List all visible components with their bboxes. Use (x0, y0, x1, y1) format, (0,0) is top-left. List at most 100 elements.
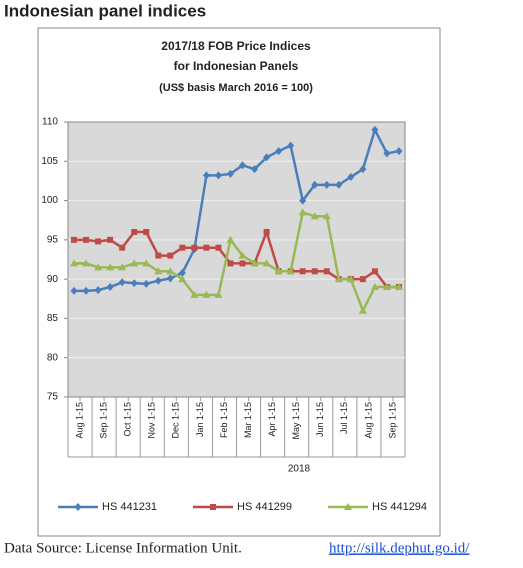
legend-label: HS 441299 (237, 501, 292, 513)
legend-marker (210, 504, 216, 510)
x-tick-label: Dec 1-15 (171, 402, 181, 439)
marker (263, 229, 270, 235)
marker (323, 268, 330, 275)
marker (227, 260, 234, 267)
x-tick-label: Nov 1-15 (147, 402, 157, 439)
marker (382, 283, 391, 290)
marker (190, 290, 199, 298)
marker (154, 276, 162, 285)
marker (287, 141, 295, 150)
marker (154, 267, 163, 275)
marker (143, 229, 150, 235)
marker (299, 268, 306, 275)
marker (167, 252, 174, 259)
page-title: Indonesian panel indices (4, 1, 206, 20)
marker (166, 267, 175, 275)
marker (335, 180, 343, 189)
y-tick-label: 100 (41, 195, 58, 206)
x-tick-label: Feb 1-15 (219, 402, 229, 438)
x-tick-label: Apr 1-15 (267, 402, 277, 437)
marker (83, 236, 90, 243)
chart-title: 2017/18 FOB Price Indices (161, 39, 311, 53)
marker (179, 244, 186, 251)
marker (191, 244, 198, 251)
legend-marker (344, 503, 352, 510)
source-text: Data Source: License Information Unit. (4, 540, 242, 556)
marker (274, 267, 283, 275)
marker (347, 173, 355, 181)
marker (131, 229, 138, 235)
marker (215, 244, 222, 251)
marker (178, 275, 187, 283)
y-tick-label: 110 (42, 117, 58, 128)
marker (203, 244, 210, 251)
marker (95, 238, 102, 245)
marker (346, 275, 355, 283)
marker (107, 236, 114, 243)
x-tick-label: Jun 1-15 (315, 402, 325, 437)
marker (94, 263, 103, 271)
series-line (74, 210, 399, 314)
marker (238, 251, 247, 259)
marker (359, 165, 367, 174)
marker (275, 147, 283, 156)
marker (202, 171, 210, 180)
marker (214, 290, 223, 298)
marker (311, 268, 318, 275)
marker (359, 276, 366, 283)
x-tick-label: Aug 1-15 (74, 402, 84, 439)
y-tick-label: 80 (47, 352, 59, 363)
marker (322, 212, 331, 220)
y-tick-label: 85 (47, 313, 59, 324)
marker (371, 125, 379, 134)
marker (70, 259, 79, 267)
marker (299, 196, 307, 205)
marker (239, 260, 246, 267)
marker (251, 165, 259, 174)
marker (334, 275, 343, 283)
legend-label: HS 441294 (372, 501, 427, 513)
y-tick-label: 105 (41, 156, 58, 167)
source-link[interactable]: http://silk.dephut.go.id/ (329, 540, 470, 556)
marker (118, 263, 127, 271)
marker (178, 268, 186, 277)
marker (298, 208, 307, 216)
x-tick-label: Oct 1-15 (123, 402, 133, 437)
y-tick-label: 75 (47, 392, 59, 403)
marker (214, 171, 222, 180)
y-tick-label: 95 (47, 234, 59, 245)
chart-subtitle: (US$ basis March 2016 = 100) (159, 82, 313, 94)
x-tick-label: Sep 1-15 (387, 402, 397, 439)
series-line (74, 126, 400, 293)
marker (323, 180, 331, 189)
marker (250, 259, 259, 267)
marker (155, 252, 162, 259)
marker (94, 286, 102, 295)
marker (118, 278, 126, 287)
marker (263, 153, 271, 162)
chart-title: for Indonesian Panels (174, 59, 299, 73)
marker (395, 147, 403, 156)
marker (370, 283, 379, 290)
legend-marker (74, 503, 82, 511)
marker (142, 259, 151, 267)
x-tick-label: Jul 1-15 (339, 402, 349, 434)
x-tick-label: Sep 1-15 (98, 402, 108, 439)
marker (70, 286, 78, 295)
marker (106, 283, 114, 291)
marker (226, 235, 235, 243)
marker (142, 279, 150, 288)
x-tick-label: Aug 1-15 (363, 402, 373, 439)
marker (130, 279, 138, 288)
marker (71, 236, 78, 243)
marker (310, 212, 319, 220)
marker (286, 267, 295, 275)
marker (119, 244, 126, 251)
plot-area (67, 121, 406, 398)
x-tick-label: May 1-15 (291, 402, 301, 440)
marker (166, 274, 174, 283)
marker (311, 180, 319, 189)
x-tick-label: Jan 1-15 (195, 402, 205, 437)
legend-label: HS 441231 (102, 501, 157, 513)
